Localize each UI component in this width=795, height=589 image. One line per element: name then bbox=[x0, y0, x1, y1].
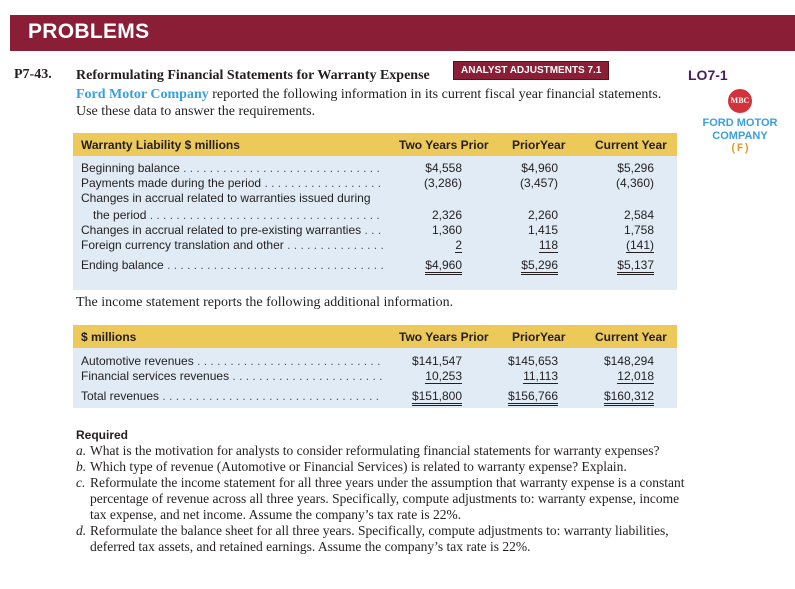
row-label: Changes in accrual related to warranties… bbox=[81, 191, 371, 205]
required-item: a. What is the motivation for analysts to… bbox=[76, 443, 660, 458]
required-item: b. Which type of revenue (Automotive or F… bbox=[76, 459, 627, 474]
table-header: $ millions Two Years Prior PriorYear Curren… bbox=[73, 325, 677, 348]
row-value: 1,758 bbox=[623, 223, 654, 237]
column-header: Two Years Prior bbox=[399, 330, 489, 344]
row-value: (4,360) bbox=[615, 176, 654, 190]
company-link[interactable]: Ford Motor Company bbox=[76, 87, 209, 102]
row-value: (3,457) bbox=[519, 176, 558, 190]
table-header: Warranty Liability $ millions Two Years P… bbox=[73, 133, 677, 156]
row-value: $5,137 bbox=[584, 258, 654, 275]
column-header: Warranty Liability $ millions bbox=[81, 138, 240, 152]
row-label: the period . . . . . . . . . . . . . . .… bbox=[93, 208, 383, 222]
warranty-liability-table: Warranty Liability $ millions Two Years P… bbox=[73, 133, 677, 290]
row-value: (3,286) bbox=[423, 176, 462, 190]
table-row: Total revenues . . . . . . . . . . . . .… bbox=[73, 389, 677, 406]
learning-objective: LO7-1 bbox=[688, 67, 728, 83]
column-header: PriorYear bbox=[512, 138, 566, 152]
row-label: Financial services revenues . . . . . . … bbox=[81, 369, 383, 383]
analyst-adjustments-tag: ANALYST ADJUSTMENTS 7.1 bbox=[453, 61, 610, 80]
required-item: c. Reformulate the income statement for a… bbox=[76, 475, 685, 522]
banner-title: PROBLEMS bbox=[28, 20, 150, 43]
intro-body: reported the following information in it… bbox=[76, 87, 662, 119]
mbc-logo-icon: MBC bbox=[728, 89, 752, 113]
row-value: 12,018 bbox=[617, 369, 654, 384]
row-value: 1,415 bbox=[527, 223, 558, 237]
table-row: Foreign currency translation and other .… bbox=[73, 238, 677, 253]
row-value: 1,360 bbox=[431, 223, 462, 237]
ticker: (F) bbox=[730, 143, 750, 155]
row-value: 10,253 bbox=[425, 369, 462, 384]
problem-number: P7-43. bbox=[14, 67, 52, 82]
problem-title: Reformulating Financial Statements for W… bbox=[76, 68, 430, 83]
row-value: 2 bbox=[455, 238, 462, 253]
row-label: Beginning balance . . . . . . . . . . . … bbox=[81, 161, 383, 175]
row-value: $4,558 bbox=[425, 161, 462, 175]
section-banner: PROBLEMS bbox=[10, 15, 795, 51]
required-item: d. Reformulate the balance sheet for all … bbox=[76, 523, 669, 554]
column-header: $ millions bbox=[81, 330, 137, 344]
sidebar: LO7-1 MBC FORD MOTOR COMPANY (F) bbox=[688, 67, 790, 155]
revenue-table: $ millions Two Years Prior PriorYear Curren… bbox=[73, 325, 677, 408]
table-row: Beginning balance . . . . . . . . . . . … bbox=[73, 161, 677, 176]
row-label: Payments made during the period . . . . … bbox=[81, 176, 383, 190]
row-value: $156,766 bbox=[488, 389, 558, 406]
table-row: Payments made during the period . . . . … bbox=[73, 176, 677, 191]
row-label: Total revenues . . . . . . . . . . . . .… bbox=[81, 389, 383, 403]
required-section: Required a. What is the motivation for an… bbox=[76, 427, 686, 555]
row-value: $141,547 bbox=[411, 354, 462, 368]
row-value: $5,296 bbox=[488, 258, 558, 275]
row-value: $5,296 bbox=[617, 161, 654, 175]
row-label: Foreign currency translation and other .… bbox=[81, 238, 383, 252]
between-text: The income statement reports the followi… bbox=[76, 295, 454, 310]
row-value: 118 bbox=[538, 238, 558, 253]
required-title: Required bbox=[76, 428, 129, 442]
row-value: 2,326 bbox=[431, 208, 462, 222]
row-label: Ending balance . . . . . . . . . . . . .… bbox=[81, 258, 383, 272]
table-row: the period . . . . . . . . . . . . . . .… bbox=[73, 208, 677, 223]
row-value: (141) bbox=[625, 238, 654, 253]
column-header: PriorYear bbox=[512, 330, 566, 344]
row-value: 2,584 bbox=[623, 208, 654, 222]
row-value: $151,800 bbox=[392, 389, 462, 406]
row-value: 2,260 bbox=[527, 208, 558, 222]
table-row: Changes in accrual related to pre-existi… bbox=[73, 223, 677, 238]
company-name: FORD MOTOR COMPANY bbox=[702, 117, 778, 142]
column-header: Current Year bbox=[595, 330, 667, 344]
column-header: Two Years Prior bbox=[399, 138, 489, 152]
table-row: Ending balance . . . . . . . . . . . . .… bbox=[73, 258, 677, 275]
column-header: Current Year bbox=[595, 138, 667, 152]
row-value: $148,294 bbox=[603, 354, 654, 368]
intro-text: Ford Motor Company reported the followin… bbox=[76, 86, 676, 120]
row-value: 11,113 bbox=[523, 369, 558, 384]
row-value: $4,960 bbox=[521, 161, 558, 175]
row-value: $4,960 bbox=[392, 258, 462, 275]
row-value: $145,653 bbox=[507, 354, 558, 368]
table-row: Automotive revenues . . . . . . . . . . … bbox=[73, 354, 677, 369]
row-label: Automotive revenues . . . . . . . . . . … bbox=[81, 354, 383, 368]
table-row: Financial services revenues . . . . . . … bbox=[73, 369, 677, 384]
row-label: Changes in accrual related to pre-existi… bbox=[81, 223, 383, 237]
row-value: $160,312 bbox=[584, 389, 654, 406]
table-row: Changes in accrual related to warranties… bbox=[73, 191, 677, 206]
